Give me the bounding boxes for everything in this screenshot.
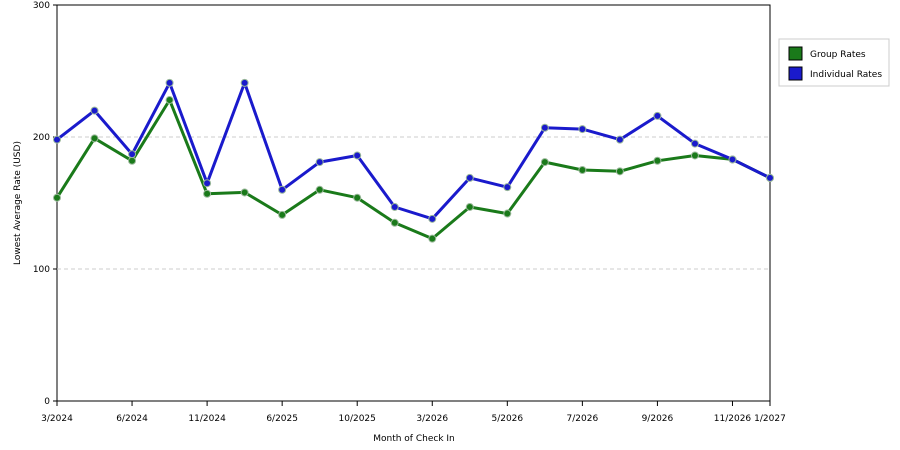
series-line-individual-rates <box>56 81 771 221</box>
data-point-group-rates <box>165 96 174 105</box>
x-tick-label: 9/2026 <box>642 414 674 424</box>
data-point-individual-rates <box>428 214 437 223</box>
data-point-individual-rates <box>128 150 137 159</box>
data-point-individual-rates <box>353 151 362 160</box>
data-point-individual-rates <box>203 179 212 188</box>
data-point-individual-rates <box>240 78 249 87</box>
data-point-individual-rates <box>390 202 399 211</box>
x-tick-label: 11/2026 <box>714 414 752 424</box>
data-point-individual-rates <box>540 123 549 132</box>
y-tick-label: 300 <box>33 1 50 11</box>
series-line-group-rates <box>55 98 771 241</box>
x-tick-label: 6/2024 <box>116 414 148 424</box>
data-point-individual-rates <box>53 135 61 144</box>
data-point-group-rates <box>315 185 324 194</box>
data-point-group-rates <box>90 134 99 143</box>
x-tick-label: 10/2025 <box>339 414 376 424</box>
data-point-individual-rates <box>653 111 662 120</box>
x-axis: 3/2024 6/2024 11/2024 6/2025 10/2025 3/2026 5/… <box>41 401 786 424</box>
legend-swatch-group-rates <box>788 46 803 61</box>
y-tick-label: 100 <box>33 265 50 275</box>
legend-label-group-rates: Group Rates <box>810 50 866 60</box>
data-point-individual-rates <box>728 155 737 164</box>
x-tick-label: 11/2024 <box>188 414 226 424</box>
data-point-individual-rates <box>766 173 774 182</box>
data-point-group-rates <box>128 156 137 165</box>
legend-swatch-individual-rates <box>788 66 803 81</box>
data-point-individual-rates <box>578 125 587 134</box>
data-point-individual-rates <box>165 78 174 87</box>
x-axis-title: Month of Check In <box>373 434 455 444</box>
plot-area <box>56 4 771 402</box>
data-point-individual-rates <box>465 173 474 182</box>
y-tick-label: 0 <box>44 397 50 407</box>
data-point-group-rates <box>690 151 699 160</box>
x-tick-label: 1/2027 <box>754 414 786 424</box>
data-point-individual-rates <box>690 139 699 148</box>
data-point-group-rates <box>428 234 437 243</box>
data-point-group-rates <box>578 166 587 174</box>
data-point-group-rates <box>390 218 399 227</box>
x-tick-label: 5/2026 <box>491 414 523 424</box>
data-point-group-rates <box>465 202 474 211</box>
y-axis-title: Lowest Average Rate (USD) <box>13 141 23 265</box>
data-point-individual-rates <box>503 183 512 192</box>
x-tick-label: 3/2026 <box>416 414 448 424</box>
data-point-group-rates <box>503 209 512 218</box>
data-point-group-rates <box>353 193 362 202</box>
legend: Group Rates Individual Rates <box>778 38 890 87</box>
data-point-individual-rates <box>315 158 324 167</box>
data-point-individual-rates <box>90 106 99 115</box>
data-point-group-rates <box>653 156 662 165</box>
data-point-individual-rates <box>278 185 287 194</box>
data-point-group-rates <box>203 189 212 198</box>
x-tick-label: 7/2026 <box>567 414 599 424</box>
x-tick-label: 3/2024 <box>41 414 73 424</box>
y-tick-label: 200 <box>33 133 50 143</box>
data-point-group-rates <box>615 167 624 176</box>
series-layer <box>53 78 774 243</box>
data-point-individual-rates <box>615 135 624 144</box>
y-axis: 0 100 200 300 <box>33 1 57 407</box>
data-point-group-rates <box>278 210 287 219</box>
data-point-group-rates <box>240 188 249 197</box>
x-tick-label: 6/2025 <box>266 414 298 424</box>
data-point-group-rates <box>53 193 61 202</box>
legend-label-individual-rates: Individual Rates <box>810 70 882 80</box>
data-point-group-rates <box>540 158 549 167</box>
